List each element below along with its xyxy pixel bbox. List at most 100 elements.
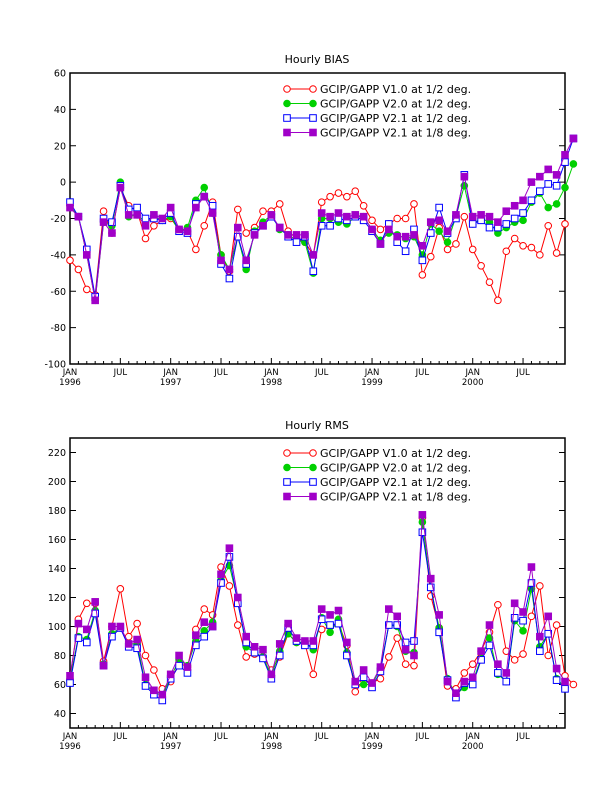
data-point bbox=[569, 134, 578, 143]
data-point bbox=[175, 651, 183, 660]
data-point bbox=[334, 209, 343, 217]
data-point bbox=[426, 252, 435, 261]
data-point bbox=[401, 638, 410, 647]
y-tick-label: -100 bbox=[44, 360, 66, 371]
data-point bbox=[552, 664, 561, 673]
data-point bbox=[99, 207, 108, 216]
data-point bbox=[536, 632, 544, 641]
data-point bbox=[510, 599, 519, 608]
y-tick-label: 200 bbox=[48, 477, 66, 488]
data-point bbox=[494, 296, 502, 305]
x-tick-year-label: 1998 bbox=[261, 378, 283, 388]
data-point bbox=[217, 570, 225, 579]
data-point bbox=[527, 563, 536, 571]
data-point bbox=[301, 637, 309, 645]
data-point bbox=[351, 187, 360, 196]
y-tick-label: 40 bbox=[54, 709, 66, 720]
data-point bbox=[133, 644, 141, 653]
data-point bbox=[468, 212, 477, 221]
data-point bbox=[452, 240, 460, 248]
data-point bbox=[359, 680, 368, 689]
data-point bbox=[502, 677, 511, 686]
data-point bbox=[510, 214, 519, 223]
data-point bbox=[200, 632, 209, 641]
data-point bbox=[435, 216, 443, 225]
data-point bbox=[351, 211, 360, 219]
data-point bbox=[468, 245, 477, 254]
data-point bbox=[175, 225, 183, 234]
data-point bbox=[242, 653, 250, 661]
data-point bbox=[393, 621, 402, 629]
data-point bbox=[536, 647, 544, 655]
data-point bbox=[502, 207, 511, 216]
data-point bbox=[552, 200, 561, 208]
data-point bbox=[141, 234, 150, 243]
data-point bbox=[141, 221, 150, 230]
y-tick-label: 140 bbox=[48, 564, 66, 575]
data-point bbox=[192, 245, 200, 254]
data-point bbox=[410, 637, 418, 645]
data-point bbox=[208, 622, 217, 631]
legend: GCIP/GAPP V1.0 at 1/2 deg. GCIP/GAPP V2.0… bbox=[283, 83, 471, 140]
data-point bbox=[124, 640, 133, 648]
data-point bbox=[200, 618, 209, 626]
data-point bbox=[527, 178, 536, 186]
data-point bbox=[552, 171, 561, 179]
data-point bbox=[317, 221, 326, 230]
data-point bbox=[250, 643, 259, 651]
data-point bbox=[259, 207, 267, 216]
data-point bbox=[225, 274, 234, 283]
data-point bbox=[317, 615, 326, 624]
y-tick-label: 80 bbox=[54, 651, 66, 662]
data-point bbox=[435, 227, 443, 236]
y-tick-label: -60 bbox=[50, 287, 66, 298]
legend-label: GCIP/GAPP V2.0 at 1/2 deg. bbox=[320, 462, 471, 475]
data-point bbox=[326, 192, 334, 201]
data-point bbox=[66, 679, 74, 687]
legend-marker bbox=[309, 449, 317, 457]
data-point bbox=[150, 686, 158, 695]
x-tick-year-label: 1999 bbox=[361, 742, 383, 752]
data-point bbox=[141, 673, 150, 682]
x-tick-year-label: 2000 bbox=[462, 742, 484, 752]
data-point bbox=[527, 196, 536, 205]
data-point bbox=[468, 660, 477, 669]
data-point bbox=[267, 670, 276, 679]
data-point bbox=[175, 661, 183, 670]
data-point bbox=[544, 629, 553, 638]
series-line bbox=[69, 514, 566, 696]
data-point bbox=[536, 187, 544, 196]
data-point bbox=[477, 211, 485, 219]
x-tick-year-label: 2000 bbox=[462, 378, 484, 388]
data-point bbox=[309, 637, 318, 645]
data-point bbox=[468, 220, 477, 228]
data-point bbox=[359, 666, 368, 674]
legend-marker bbox=[283, 463, 291, 472]
data-point bbox=[485, 621, 494, 629]
data-point bbox=[510, 201, 519, 210]
x-tick-year-label: 1997 bbox=[160, 378, 182, 388]
data-point bbox=[233, 205, 242, 214]
series-2 bbox=[66, 528, 569, 705]
x-tick-label: JUL bbox=[213, 368, 228, 378]
data-point bbox=[494, 669, 502, 677]
data-point bbox=[82, 251, 91, 259]
data-point bbox=[66, 203, 74, 212]
data-point bbox=[200, 192, 209, 201]
data-point bbox=[66, 256, 74, 265]
data-point bbox=[502, 669, 511, 677]
bias-chart: Hourly BIAS -100-80-60-40-200204060JAN19… bbox=[44, 53, 578, 388]
data-point bbox=[502, 247, 511, 256]
data-point bbox=[410, 231, 418, 239]
data-point bbox=[401, 214, 410, 223]
data-point bbox=[150, 211, 158, 219]
x-tick-label: JUL bbox=[415, 732, 430, 742]
x-tick-label: JUL bbox=[415, 368, 430, 378]
data-point bbox=[259, 645, 267, 654]
x-tick-year-label: 1998 bbox=[261, 742, 283, 752]
data-point bbox=[443, 238, 452, 246]
x-tick-label: JUL bbox=[113, 368, 128, 378]
data-point bbox=[376, 240, 385, 248]
data-point bbox=[225, 544, 234, 553]
